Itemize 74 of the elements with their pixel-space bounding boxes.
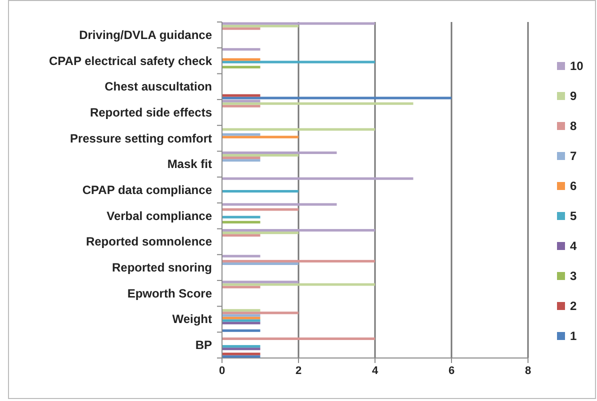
bar xyxy=(222,156,260,160)
bar xyxy=(222,232,298,234)
x-tick-label: 4 xyxy=(372,364,379,377)
legend-label: 6 xyxy=(570,179,577,193)
bar xyxy=(222,216,260,218)
legend-label: 5 xyxy=(570,209,577,223)
bar xyxy=(222,27,260,30)
y-tick-label: Mask fit xyxy=(167,157,212,172)
y-tick-label: Verbal compliance xyxy=(106,208,212,223)
legend-label: 2 xyxy=(570,299,577,313)
legend-label: 1 xyxy=(570,329,577,343)
bar xyxy=(222,104,260,108)
bar xyxy=(222,190,298,193)
bar xyxy=(222,102,414,105)
bar xyxy=(222,60,375,64)
bar xyxy=(222,203,337,206)
legend-label: 3 xyxy=(570,269,577,283)
bar xyxy=(222,94,260,97)
bar xyxy=(222,234,260,237)
bar xyxy=(222,229,375,232)
legend-label: 8 xyxy=(570,119,577,133)
y-tick-label: CPAP data compliance xyxy=(82,183,212,197)
bar xyxy=(222,329,260,332)
bar xyxy=(222,24,298,28)
y-tick-label: Epworth Score xyxy=(127,286,212,300)
bar xyxy=(222,316,260,320)
bar xyxy=(222,128,375,131)
bar xyxy=(222,355,260,358)
bar xyxy=(222,151,337,154)
bar xyxy=(222,154,298,157)
y-tick-label: CPAP electrical safety check xyxy=(49,54,212,68)
bar xyxy=(222,136,298,138)
bar xyxy=(222,352,260,356)
bar xyxy=(222,220,260,224)
y-tick-label: Reported snoring xyxy=(112,260,212,275)
bar xyxy=(222,348,260,350)
bar xyxy=(222,208,298,211)
bar xyxy=(222,322,260,324)
legend-label: 4 xyxy=(570,239,577,253)
bar xyxy=(222,260,375,262)
y-tick-label: Driving/DVLA guidance xyxy=(79,28,212,42)
x-tick-label: 6 xyxy=(448,364,455,377)
bar xyxy=(222,262,298,266)
bar xyxy=(222,48,260,51)
x-tick-label: 0 xyxy=(218,364,226,377)
bar xyxy=(222,312,298,314)
legend-label: 9 xyxy=(570,89,577,103)
y-tick-label: Pressure setting comfort xyxy=(70,131,212,146)
y-tick-label: Chest auscultation xyxy=(104,80,212,94)
y-tick-label: Weight xyxy=(172,312,212,326)
bar xyxy=(222,280,298,284)
y-tick-label: BP xyxy=(195,338,212,352)
bar xyxy=(222,177,414,180)
y-tick-label: Reported somnolence xyxy=(86,234,212,249)
bar xyxy=(222,66,260,68)
x-tick-label: 2 xyxy=(295,364,302,377)
bar xyxy=(222,100,260,102)
legend-label: 7 xyxy=(570,149,577,163)
bar xyxy=(222,337,375,340)
bar xyxy=(222,133,260,136)
bar xyxy=(222,286,260,288)
bar xyxy=(222,22,375,25)
y-tick-label: Reported side effects xyxy=(90,105,212,120)
x-tick-label: 8 xyxy=(524,364,532,377)
bar xyxy=(222,254,260,258)
bar xyxy=(222,345,260,348)
bar xyxy=(222,58,260,61)
bar xyxy=(222,314,260,317)
bar xyxy=(222,319,260,322)
bar xyxy=(222,159,260,162)
bar xyxy=(222,96,452,100)
bar xyxy=(222,309,260,312)
legend-label: 10 xyxy=(570,59,584,73)
bar xyxy=(222,283,375,286)
